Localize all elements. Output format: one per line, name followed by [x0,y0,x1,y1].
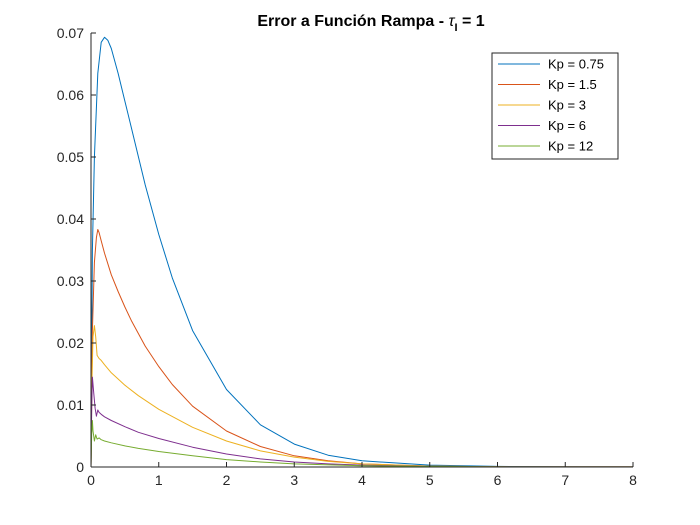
legend-entries: Kp = 0.75 Kp = 1.5 Kp = 3 Kp = 6 Kp = 12 [498,57,604,154]
x-tick-label: 1 [155,472,163,488]
x-tick-label: 7 [561,472,569,488]
y-axis-ticks: 0 0.01 0.02 0.03 0.04 0.05 0.06 0.07 [57,25,96,475]
chart-title-symbol: τ [448,13,455,30]
chart-title-main: Error a Función Rampa - [257,13,448,30]
series-line-5 [90,420,633,468]
y-tick-label: 0.07 [57,25,84,41]
y-tick-label: 0.03 [57,273,84,289]
y-tick-label: 0.05 [57,149,84,165]
legend-label: Kp = 6 [548,118,586,133]
y-tick-label: 0 [76,459,84,475]
series-line-3 [90,325,633,468]
y-tick-label: 0.01 [57,397,84,413]
legend-label: Kp = 0.75 [548,57,604,72]
legend-box [491,52,619,160]
y-tick-label: 0.02 [57,335,84,351]
x-axis-ticks: 0 1 2 3 4 5 6 7 8 [87,462,637,488]
chart-title-subscript: I [454,22,457,34]
x-tick-label: 5 [426,472,434,488]
x-tick-label: 8 [629,472,637,488]
plot-area: 0 1 2 3 4 5 6 7 8 0 0.01 0.02 0.03 0.04 0.05 0.06 0.07 [57,25,637,488]
series-line-4 [90,376,633,468]
legend-label: Kp = 12 [548,139,593,154]
series-line-1 [90,36,634,468]
x-tick-label: 2 [223,472,231,488]
x-tick-label: 6 [494,472,502,488]
x-tick-label: 0 [87,472,95,488]
y-tick-label: 0.04 [57,211,84,227]
x-tick-label: 3 [290,472,298,488]
x-tick-label: 4 [358,472,366,488]
legend: Kp = 0.75 Kp = 1.5 Kp = 3 Kp = 6 Kp = 12 [491,52,619,160]
chart-title-suffix: = 1 [458,13,485,30]
y-tick-label: 0.06 [57,87,84,103]
legend-label: Kp = 3 [548,98,586,113]
legend-label: Kp = 1.5 [548,77,597,92]
chart-title: Error a Función Rampa - τI = 1 [257,13,484,34]
